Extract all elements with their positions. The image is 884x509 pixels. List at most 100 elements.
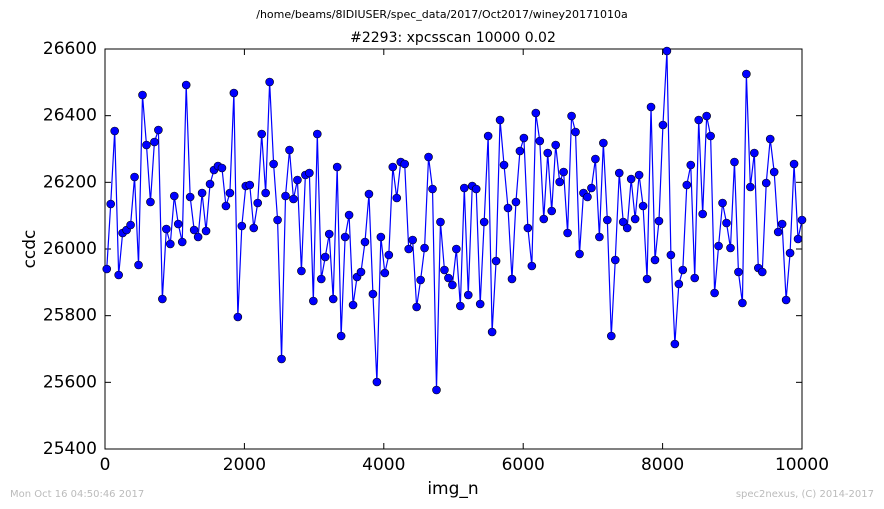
data-point [491,256,501,266]
data-point [781,295,791,305]
data-point [603,215,612,225]
data-point [257,129,266,139]
data-point [583,192,592,202]
data-point [511,197,521,207]
data-point [614,168,624,178]
data-point [479,217,489,227]
data-point [630,214,640,224]
data-point [332,162,342,172]
data-point [277,354,286,364]
data-point [539,214,549,224]
data-point [463,290,473,300]
data-point [376,232,386,242]
data-point [102,264,112,274]
data-point [690,273,700,283]
data-point [547,206,557,216]
data-point [114,270,123,280]
data-point [575,249,584,259]
data-point [221,201,231,211]
data-point [189,225,199,235]
data-point [682,180,692,190]
data-point [694,115,704,125]
data-point [134,260,143,270]
data-point [110,126,119,136]
data-point [777,219,787,229]
data-point [158,294,167,304]
footer-left: Mon Oct 16 04:50:46 2017 [10,489,144,500]
data-point [320,252,330,262]
data-point [595,232,604,242]
data-point [281,191,290,201]
data-point [130,172,139,182]
data-point [678,265,688,275]
data-point [233,312,243,322]
data-point [169,191,179,201]
data-point [436,217,445,227]
data-point [324,229,334,239]
data-point [797,215,807,225]
data-point [400,159,410,169]
data-point [698,209,707,219]
data-point [460,183,469,193]
data-point [412,302,421,312]
data-point [229,88,239,98]
y-tick-label: 26600 [43,39,97,59]
data-point [495,115,505,125]
data-point [722,218,731,228]
y-axis-label: ccdc [20,230,40,269]
data-point [618,217,628,227]
data-point [666,250,676,260]
data-point [424,152,433,162]
data-point [654,216,664,226]
data-point [738,298,747,308]
data-point [634,170,644,180]
data-point [197,188,207,198]
x-axis-label: img_n [427,479,478,499]
data-point [261,188,270,198]
y-tick-label: 25400 [43,439,97,459]
data-point [416,275,425,285]
data-point [515,146,525,156]
data-point [126,220,135,230]
data-point [309,296,318,306]
data-point [356,267,366,277]
data-point [746,182,755,192]
data-point [177,237,187,247]
data-point [432,385,441,395]
data-point [730,157,739,167]
x-tick-label: 4000 [362,455,405,475]
data-point [702,111,711,121]
y-tick-label: 25800 [43,306,97,326]
data-point [610,255,620,265]
data-point [245,180,255,190]
data-point [773,227,783,237]
x-tick-label: 0 [100,455,111,475]
data-point [340,232,350,242]
data-point [185,192,195,202]
data-point [674,279,684,289]
data-point [503,203,513,213]
data-point [368,289,378,299]
y-tick-label: 25600 [43,372,97,392]
data-point [642,274,652,284]
data-point [714,241,723,251]
data-point [757,267,767,277]
data-point [571,127,580,137]
data-point [313,129,322,139]
data-point [154,125,163,135]
data-point [285,145,294,155]
data-line [106,50,803,391]
data-point [193,232,203,242]
data-point [364,189,374,199]
data-point [166,239,175,249]
data-point [765,134,775,144]
data-point [662,46,672,56]
data-point [710,288,719,298]
data-point [535,136,545,146]
footer-right: spec2nexus, (C) 2014-2017 [736,489,874,500]
data-point [384,250,394,260]
data-point [726,243,735,253]
y-tick-label: 26400 [43,106,97,126]
y-tick-label: 26200 [43,172,97,192]
